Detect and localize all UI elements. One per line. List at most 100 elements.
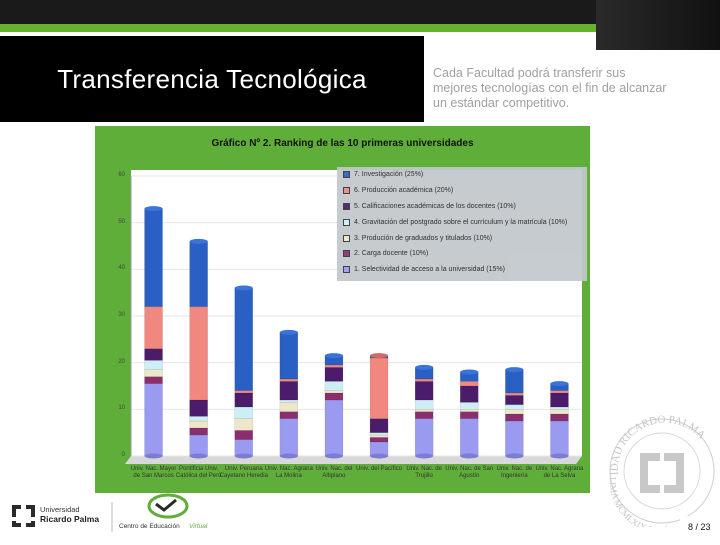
bar-segment — [460, 381, 479, 387]
bar-base — [460, 453, 479, 459]
bar-base — [415, 453, 434, 459]
bar-segment — [414, 378, 434, 382]
legend-swatch — [343, 266, 350, 274]
bar-segment — [144, 208, 163, 307]
legend-swatch — [343, 234, 350, 242]
legend-item: 2. Carga docente (10%) — [337, 246, 587, 262]
title-box: Transferencia Tecnológica — [0, 36, 424, 122]
bar-segment — [279, 332, 299, 380]
bar-top — [234, 285, 253, 291]
bar-base — [370, 453, 389, 459]
x-tick-label: Univ. Nac. Mayor de San Marcos — [130, 466, 177, 479]
bar-segment — [144, 383, 163, 457]
bar-segment — [369, 434, 389, 438]
bar-segment — [550, 392, 569, 408]
bar-segment — [505, 404, 524, 410]
seal-bottom-text: LIMA MCMLXIX PERÚ — [608, 477, 670, 527]
intro-text: Cada Facultad podrá transferir sus mejor… — [433, 66, 667, 110]
bar-segment — [324, 364, 344, 368]
page-number: 8 / 23 — [688, 522, 711, 532]
bar-segment — [324, 390, 344, 394]
bar-base — [234, 453, 253, 459]
bar-segment — [234, 390, 253, 394]
bar-segment — [550, 406, 569, 410]
legend-label: 3. Produción de graduados y titulados (1… — [354, 234, 493, 242]
legend-label: 6. Producción académica (20%) — [354, 187, 454, 195]
bar-top — [370, 353, 389, 359]
bar-top — [144, 206, 163, 212]
university-line2: Ricardo Palma — [40, 514, 99, 524]
bar-segment — [144, 348, 163, 361]
bar-segment — [279, 378, 299, 382]
bar-segment — [550, 420, 569, 457]
bar-segment — [550, 413, 569, 422]
bar-base — [144, 453, 163, 459]
center-line1: Centro de Educación — [119, 523, 180, 530]
legend-item: 3. Produción de graduados y titulados (1… — [337, 230, 587, 246]
university-logo-icon: Universidad Ricardo Palma — [12, 505, 99, 527]
bar-segment — [144, 369, 163, 377]
bar-segment — [279, 381, 299, 401]
bar-segment — [414, 409, 434, 412]
bar-segment — [144, 306, 163, 349]
bar-segment — [414, 411, 434, 419]
bar-segment — [279, 402, 299, 412]
bar-segment — [505, 395, 524, 405]
legend-swatch — [343, 171, 350, 179]
x-tick-label: Univ. Nac. del Altiplano — [315, 466, 353, 479]
bar-segment — [460, 385, 479, 403]
bar-segment — [279, 411, 299, 419]
svg-text:IDAD RICARDO PALMA: IDAD RICARDO PALMA — [609, 414, 708, 476]
bar-segment — [324, 381, 344, 391]
bar-segment — [234, 392, 253, 408]
bar-base — [324, 453, 343, 459]
bar-segment — [189, 420, 208, 429]
university-seal-icon: IDAD RICARDO PALMA LIMA MCMLXIX PERÚ — [608, 414, 715, 527]
bar-top — [460, 369, 479, 375]
bar-segment — [460, 418, 479, 457]
virtual-center-logo-icon: Centro de Educación Virtual — [119, 493, 208, 530]
bar-segment — [324, 367, 344, 382]
svg-text:LIMA MCMLXIX PERÚ: LIMA MCMLXIX PERÚ — [608, 477, 670, 527]
bar-segment — [460, 411, 479, 419]
x-tick-label: Univ. Nac. de San Agustín — [445, 466, 494, 479]
bar-segment — [414, 399, 434, 410]
footer-logos: Universidad Ricardo Palma Centro de Educ… — [0, 490, 230, 540]
legend-item: 7. Investigación (25%) — [337, 167, 587, 183]
bar-segment — [234, 430, 253, 440]
chart-legend: 7. Investigación (25%) 6. Producción acad… — [337, 167, 587, 281]
top-green-stripe — [0, 24, 720, 32]
bar-segment — [189, 434, 208, 457]
bar-segment — [234, 418, 253, 431]
university-line1: Universidad — [40, 505, 80, 514]
legend-label: 1. Selectividad de acceso a la universid… — [354, 266, 505, 274]
bar-segment — [144, 376, 163, 384]
y-tick-label: 50 — [118, 218, 125, 225]
bar-base — [550, 453, 569, 459]
legend-item: 4. Gravitación del postgrado sobre el cu… — [337, 214, 587, 230]
bar-segment — [369, 357, 389, 419]
chart-title: Gráfico Nº 2. Ranking de las 10 primeras… — [211, 138, 474, 149]
legend-swatch — [343, 187, 350, 195]
bar-top — [550, 381, 569, 387]
x-tick-label: Univ. Nac. de Trujillo — [406, 466, 442, 479]
bar-segment — [505, 409, 524, 415]
bar-base — [279, 453, 298, 459]
bar-top — [415, 364, 434, 370]
bar-segment — [189, 427, 208, 436]
x-tick-label: Pontificia Univ. Católica del Perú — [175, 466, 222, 479]
legend-item: 5. Calificaciones académicas de los doce… — [337, 199, 587, 215]
legend-swatch — [343, 218, 350, 226]
bar-segment — [505, 392, 524, 396]
legend-label: 5. Calificaciones académicas de los doce… — [354, 202, 516, 210]
bar-segment — [324, 399, 344, 457]
bar-segment — [369, 432, 389, 436]
bar-segment — [324, 392, 344, 401]
center-line2: Virtual — [189, 523, 208, 530]
page-number-background — [680, 516, 720, 540]
bar-segment — [189, 416, 208, 422]
bar-segment — [414, 381, 434, 401]
y-tick-label: 60 — [118, 172, 125, 178]
bar-segment — [279, 418, 299, 457]
bar-top — [189, 238, 208, 244]
